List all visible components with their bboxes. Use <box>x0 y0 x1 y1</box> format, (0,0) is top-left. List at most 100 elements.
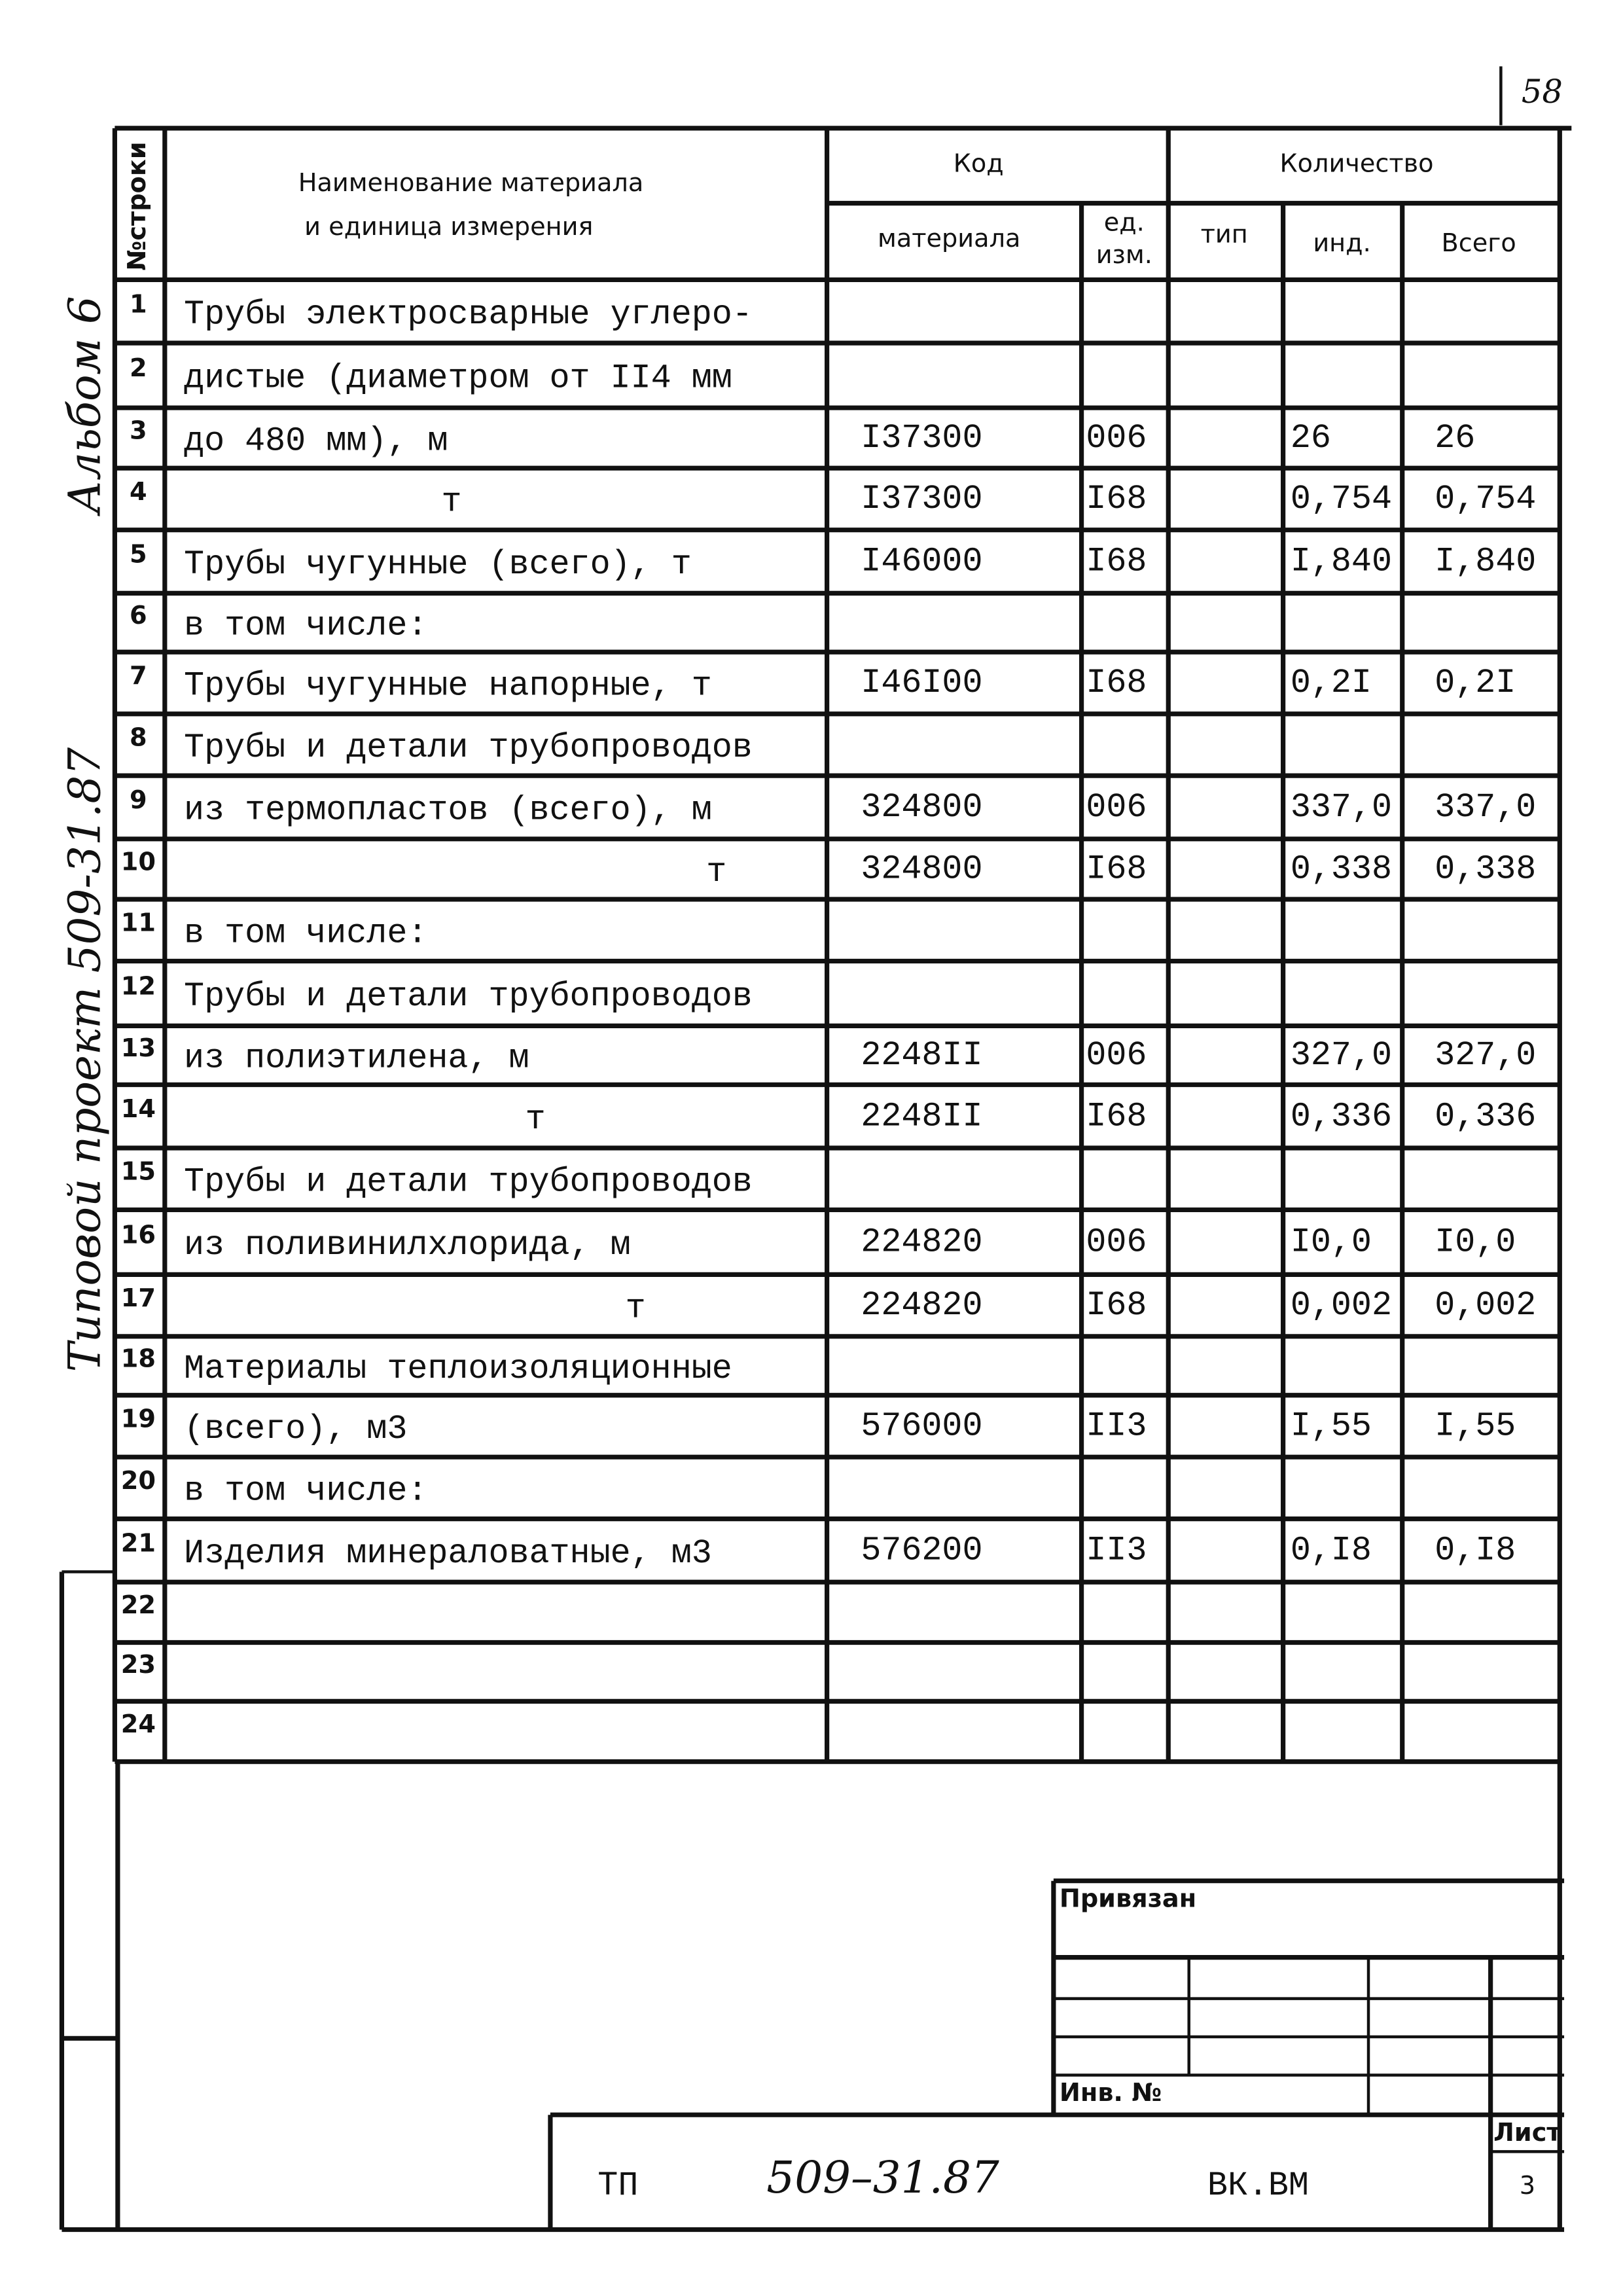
cell-unit: I68 <box>1086 664 1147 702</box>
row-number: 13 <box>121 1034 156 1063</box>
row-number: 15 <box>121 1158 156 1187</box>
cell-total: 26 <box>1435 419 1475 457</box>
cell-unit: I68 <box>1086 1286 1147 1325</box>
cell-total: 337,0 <box>1435 788 1536 827</box>
cell-material: I37300 <box>861 419 982 457</box>
row-number: 14 <box>121 1095 156 1124</box>
cell-name: в том числе: <box>184 914 427 952</box>
title-code: ВК.ВМ <box>1207 2166 1309 2205</box>
cell-name: Трубы и детали трубопроводов <box>184 977 753 1016</box>
row-number: 3 <box>130 417 147 446</box>
cell-unit: I68 <box>1086 480 1147 518</box>
cell-total: 0,002 <box>1435 1286 1536 1325</box>
cell-name: в том числе: <box>184 1472 427 1511</box>
row-number: 11 <box>121 909 156 938</box>
cell-total: I,840 <box>1435 543 1536 581</box>
cell-material: 324800 <box>861 788 982 827</box>
row-number: 5 <box>130 541 147 569</box>
cell-material: 576000 <box>861 1407 982 1446</box>
cell-total: I0,0 <box>1435 1223 1516 1262</box>
row-number: 18 <box>121 1344 156 1373</box>
header: и единица измерения <box>304 213 593 242</box>
stamp-label: Инв. № <box>1060 2079 1162 2108</box>
cell-name: из термопластов (всего), м <box>184 791 712 830</box>
cell-ind: 0,336 <box>1291 1097 1392 1136</box>
row-number: 16 <box>121 1221 156 1249</box>
cell-unit: 006 <box>1086 1223 1147 1262</box>
row-number: 6 <box>130 601 147 630</box>
cell-name: т <box>442 483 462 522</box>
cell-total: 0,338 <box>1435 850 1536 889</box>
cell-material: 224820 <box>861 1286 982 1325</box>
row-number: 9 <box>130 786 147 815</box>
sheet-label: Лист <box>1493 2119 1561 2147</box>
cell-unit: 006 <box>1086 419 1147 457</box>
row-number: 17 <box>121 1284 156 1313</box>
row-number: 24 <box>121 1710 156 1739</box>
header: ед. <box>1104 208 1145 237</box>
header: материала <box>878 224 1020 253</box>
cell-unit: II3 <box>1086 1532 1147 1570</box>
cell-material: I37300 <box>861 480 982 518</box>
cell-name: Трубы чугунные напорные, т <box>184 667 712 706</box>
stamp-label: Привязан <box>1060 1884 1196 1913</box>
row-number: 12 <box>121 972 156 1001</box>
cell-name: из полиэтилена, м <box>184 1039 529 1078</box>
header: Всего <box>1442 229 1516 258</box>
title-project: 509–31.87 <box>766 2151 999 2203</box>
cell-unit: I68 <box>1086 1097 1147 1136</box>
cell-material: I46I00 <box>861 664 982 702</box>
cell-material: 576200 <box>861 1532 982 1570</box>
cell-total: 327,0 <box>1435 1036 1536 1075</box>
header: Количество <box>1280 150 1434 179</box>
cell-name: Материалы теплоизоляционные <box>184 1350 732 1388</box>
side-note: Альбом 6 <box>58 296 110 516</box>
cell-ind: 0,2I <box>1291 664 1372 702</box>
sheet-number: 3 <box>1520 2172 1535 2200</box>
cell-material: 224820 <box>861 1223 982 1262</box>
cell-ind: 327,0 <box>1291 1036 1392 1075</box>
cell-name: Трубы электросварные углеро- <box>184 295 753 334</box>
row-number: 23 <box>121 1651 156 1679</box>
cell-ind: 0,338 <box>1291 850 1392 889</box>
cell-total: 0,336 <box>1435 1097 1536 1136</box>
cell-ind: 26 <box>1291 419 1331 457</box>
header: Код <box>954 150 1004 179</box>
cell-name: Трубы и детали трубопроводов <box>184 728 753 767</box>
cell-unit: 006 <box>1086 1036 1147 1075</box>
cell-ind: I0,0 <box>1291 1223 1372 1262</box>
row-number: 22 <box>121 1591 156 1620</box>
cell-material: 324800 <box>861 850 982 889</box>
cell-name: дистые (диаметром от II4 мм <box>184 359 732 398</box>
cell-name: из поливинилхлорида, м <box>184 1226 631 1265</box>
header: инд. <box>1313 229 1370 258</box>
cell-name: т <box>526 1100 546 1139</box>
row-number: 1 <box>130 290 147 319</box>
cell-name: т <box>626 1289 646 1328</box>
cell-name: в том числе: <box>184 606 427 645</box>
cell-material: 2248II <box>861 1036 982 1075</box>
cell-unit: II3 <box>1086 1407 1147 1446</box>
row-number: 8 <box>130 723 147 752</box>
cell-ind: 0,002 <box>1291 1286 1392 1325</box>
header: изм. <box>1096 241 1152 270</box>
cell-unit: I68 <box>1086 850 1147 889</box>
row-number: 2 <box>130 354 147 383</box>
cell-ind: 0,754 <box>1291 480 1392 518</box>
cell-material: 2248II <box>861 1097 982 1136</box>
cell-ind: 337,0 <box>1291 788 1392 827</box>
row-number: 7 <box>130 662 147 691</box>
cell-total: 0,I8 <box>1435 1532 1516 1570</box>
header: Наименование материала <box>298 169 644 198</box>
cell-total: I,55 <box>1435 1407 1516 1446</box>
row-number: 10 <box>121 848 156 876</box>
cell-name: Трубы и детали трубопроводов <box>184 1162 753 1201</box>
header: тип <box>1201 220 1248 249</box>
page-number: 58 <box>1522 73 1563 111</box>
cell-ind: I,55 <box>1291 1407 1372 1446</box>
cell-name: Трубы чугунные (всего), т <box>184 545 692 584</box>
row-number: 19 <box>121 1405 156 1433</box>
title-series: ТП <box>597 2166 638 2205</box>
